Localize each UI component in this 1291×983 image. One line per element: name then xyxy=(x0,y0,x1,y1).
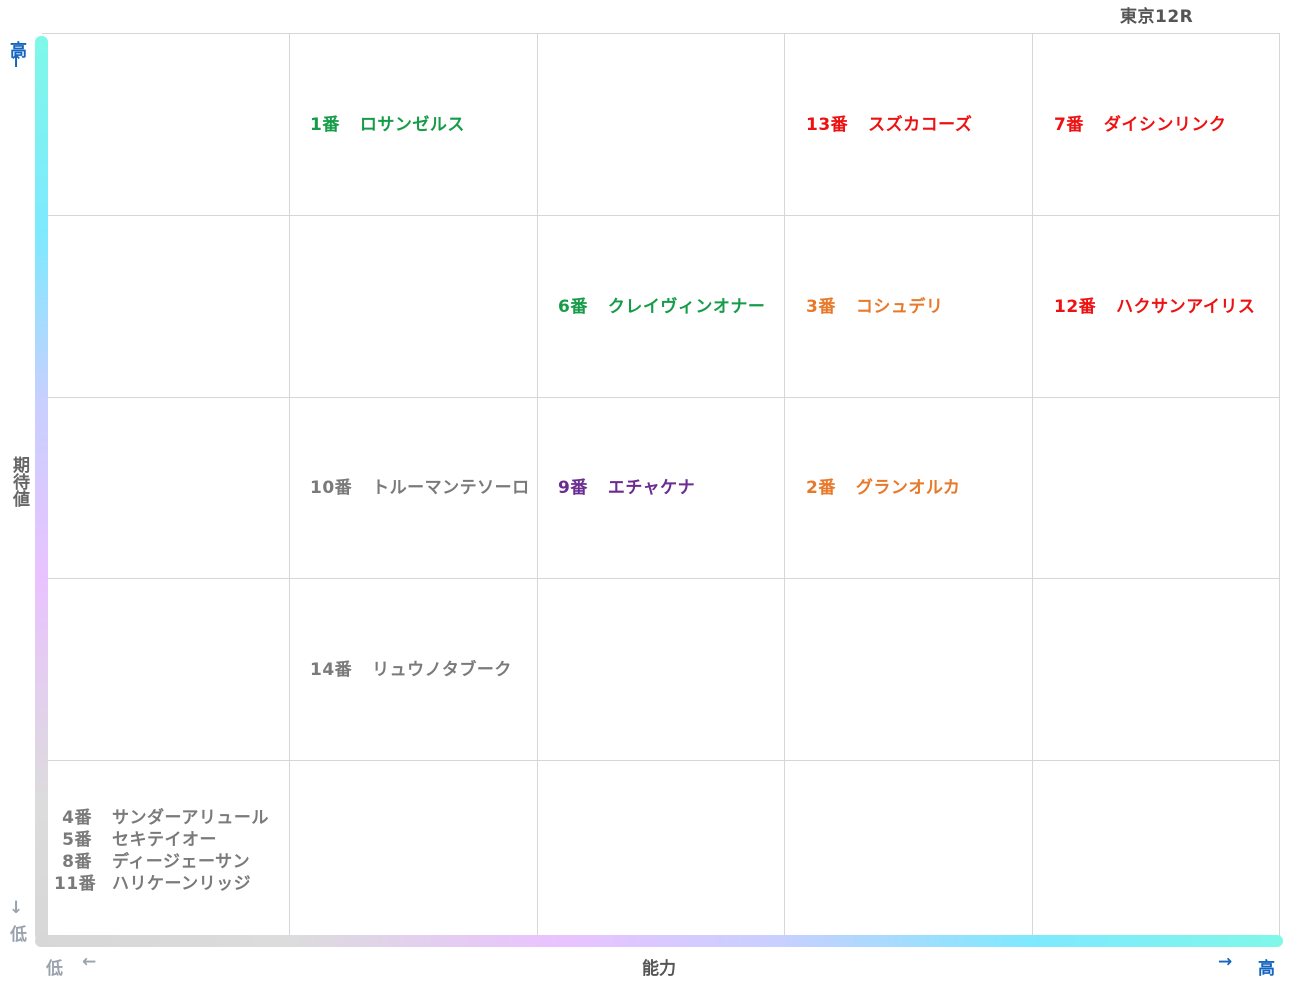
chart-grid xyxy=(42,33,1280,941)
horse-entry: 1番 ロサンゼルス xyxy=(310,114,465,136)
horse-name: ロサンゼルス xyxy=(359,115,465,135)
cell-col4-row4: 3番 コシュデリ xyxy=(806,296,943,318)
x-axis-title: 能力 xyxy=(642,959,676,979)
x-axis-low-label: 低 xyxy=(46,959,63,979)
horse-number: 5番 xyxy=(62,830,92,850)
cell-col4-row3: 2番 グランオルカ xyxy=(806,477,960,499)
cell-col3-row3: 9番 エチャケナ xyxy=(558,477,695,499)
y-axis-down-arrow-icon: ↓ xyxy=(9,898,24,918)
grid-line-horizontal xyxy=(42,215,1279,216)
y-axis-up-arrow-icon: ↑ xyxy=(9,52,24,72)
horse-name: ハリケーンリッジ xyxy=(112,874,252,894)
cell-col1-row1: 4番 サンダーアリュール 5番 セキテイオー 8番 ディージェーサン 11番 ハリケーンリッジ xyxy=(54,807,269,895)
cell-col5-row4: 12番 ハクサンアイリス xyxy=(1054,296,1255,318)
y-axis-title: 期待値 xyxy=(9,456,29,507)
horse-number: 13番 xyxy=(806,115,849,135)
horse-entry: 4番 サンダーアリュール xyxy=(54,807,269,829)
horse-number: 4番 xyxy=(62,808,92,828)
horse-entry: 6番 クレイヴィンオナー xyxy=(558,296,765,318)
horse-name: トルーマンテソーロ xyxy=(372,478,530,498)
horse-number: 10番 xyxy=(310,478,353,498)
horse-entry: 5番 セキテイオー xyxy=(54,829,269,851)
horse-number: 7番 xyxy=(1054,115,1084,135)
horse-name: ダイシンリンク xyxy=(1103,115,1227,135)
grid-line-vertical xyxy=(289,34,290,941)
horse-entry: 11番 ハリケーンリッジ xyxy=(54,873,269,895)
cell-col2-row2: 14番 リュウノタブーク xyxy=(310,659,512,681)
horse-entry: 7番 ダイシンリンク xyxy=(1054,114,1226,136)
horse-number: 6番 xyxy=(558,297,588,317)
x-axis-left-arrow-icon: ← xyxy=(82,952,97,972)
horse-entry: 2番 グランオルカ xyxy=(806,477,960,499)
cell-col3-row4: 6番 クレイヴィンオナー xyxy=(558,296,765,318)
horse-number: 9番 xyxy=(558,478,588,498)
horse-number: 8番 xyxy=(62,852,92,872)
horse-name: ハクサンアイリス xyxy=(1116,297,1256,317)
horse-name: スズカコーズ xyxy=(868,115,973,135)
cell-col2-row5: 1番 ロサンゼルス xyxy=(310,114,465,136)
horse-entry: 14番 リュウノタブーク xyxy=(310,659,512,681)
y-axis-low-label: 低 xyxy=(10,925,27,945)
horse-number: 11番 xyxy=(54,874,97,894)
y-axis-gradient-bar xyxy=(35,36,48,941)
grid-line-vertical xyxy=(537,34,538,941)
x-axis-gradient-bar xyxy=(35,935,1283,947)
horse-name: セキテイオー xyxy=(112,830,217,850)
horse-entry: 10番 トルーマンテソーロ xyxy=(310,477,530,499)
horse-name: コシュデリ xyxy=(855,297,944,317)
horse-number: 14番 xyxy=(310,660,353,680)
horse-number: 12番 xyxy=(1054,297,1097,317)
grid-line-vertical xyxy=(1032,34,1033,941)
grid-line-horizontal xyxy=(42,760,1279,761)
cell-col5-row5: 7番 ダイシンリンク xyxy=(1054,114,1226,136)
x-axis-right-arrow-icon: → xyxy=(1218,952,1233,972)
horse-number: 1番 xyxy=(310,115,340,135)
cell-col2-row3: 10番 トルーマンテソーロ xyxy=(310,477,530,499)
horse-number: 2番 xyxy=(806,478,836,498)
horse-name: エチャケナ xyxy=(607,478,696,498)
horse-entry: 8番 ディージェーサン xyxy=(54,851,269,873)
horse-name: クレイヴィンオナー xyxy=(607,297,766,317)
horse-number: 3番 xyxy=(806,297,836,317)
horse-entry: 3番 コシュデリ xyxy=(806,296,943,318)
horse-entry: 12番 ハクサンアイリス xyxy=(1054,296,1255,318)
race-title: 東京12R xyxy=(1120,7,1194,27)
x-axis-high-label: 高 xyxy=(1258,959,1275,979)
grid-line-horizontal xyxy=(42,397,1279,398)
grid-line-horizontal xyxy=(42,578,1279,579)
y-axis-high-label: 高 xyxy=(10,41,27,61)
horse-name: サンダーアリュール xyxy=(112,808,269,828)
grid-line-vertical xyxy=(784,34,785,941)
cell-col4-row5: 13番 スズカコーズ xyxy=(806,114,972,136)
horse-entry: 13番 スズカコーズ xyxy=(806,114,972,136)
horse-name: グランオルカ xyxy=(855,478,961,498)
horse-entry: 9番 エチャケナ xyxy=(558,477,695,499)
horse-name: ディージェーサン xyxy=(112,852,251,872)
horse-name: リュウノタブーク xyxy=(372,660,512,680)
